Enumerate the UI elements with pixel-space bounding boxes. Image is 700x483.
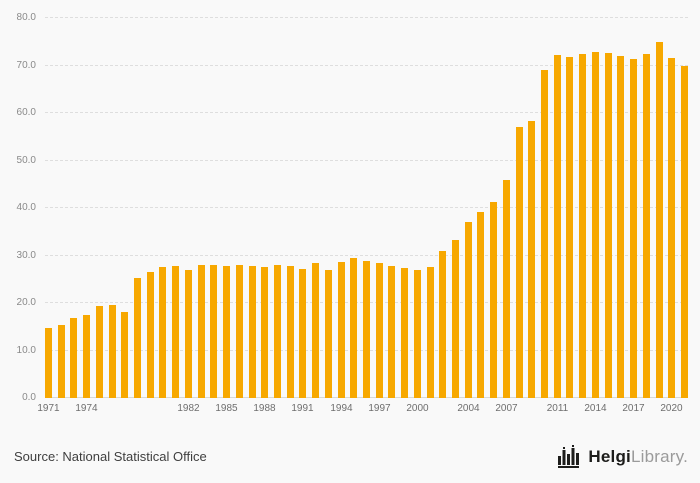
bar-1993[interactable] [324, 269, 332, 398]
x-tick-1985: 1985 [215, 403, 238, 414]
bar-2013[interactable] [579, 54, 587, 398]
bar-1976[interactable] [108, 304, 116, 398]
bar-2010[interactable] [541, 70, 549, 398]
bar-2008[interactable] [515, 127, 523, 398]
bar-1985[interactable] [223, 266, 231, 398]
footer: Source: National Statistical Office Helg… [0, 439, 700, 473]
bar-1971[interactable] [45, 327, 52, 398]
x-tick-2020: 2020 [660, 403, 683, 414]
bar-1988[interactable] [261, 267, 269, 398]
bar-1998[interactable] [388, 265, 396, 398]
gridline-30.0 [45, 254, 688, 256]
x-tick-2011: 2011 [546, 403, 569, 414]
x-tick-2014: 2014 [584, 403, 607, 414]
x-tick-1982: 1982 [177, 403, 200, 414]
bar-series [45, 18, 688, 398]
source-text: Source: National Statistical Office [14, 448, 207, 464]
gridline-70.0 [45, 64, 688, 66]
y-tick-0.0: 0.0 [22, 392, 36, 403]
bar-2005[interactable] [477, 211, 485, 398]
helgi-logo-icon [558, 445, 580, 468]
bar-1995[interactable] [350, 258, 358, 398]
bar-2003[interactable] [452, 240, 459, 398]
bar-1978[interactable] [134, 277, 142, 398]
bar-1981[interactable] [172, 265, 180, 398]
bar-2014[interactable] [591, 51, 599, 398]
bar-2019[interactable] [655, 41, 663, 398]
bar-1980[interactable] [159, 266, 167, 398]
bar-2018[interactable] [642, 54, 650, 398]
bar-1973[interactable] [70, 317, 78, 398]
logo-text: HelgiLibrary. [588, 448, 688, 465]
bar-1994[interactable] [337, 261, 345, 398]
y-tick-70.0: 70.0 [16, 59, 36, 71]
bar-1972[interactable] [57, 324, 65, 398]
bar-1984[interactable] [210, 264, 218, 398]
bar-1996[interactable] [362, 260, 370, 398]
bar-2000[interactable] [413, 269, 421, 398]
bar-1997[interactable] [375, 262, 383, 398]
x-tick-2017: 2017 [622, 403, 645, 414]
bar-1991[interactable] [299, 268, 307, 398]
y-tick-80.0: 80.0 [16, 12, 36, 23]
x-tick-1997: 1997 [368, 403, 391, 414]
bar-2007[interactable] [502, 179, 510, 398]
y-tick-50.0: 50.0 [16, 154, 36, 166]
bar-2020[interactable] [668, 58, 676, 398]
x-tick-2007: 2007 [495, 403, 518, 414]
y-tick-10.0: 10.0 [16, 344, 36, 356]
bar-1983[interactable] [197, 265, 205, 398]
bar-2017[interactable] [630, 58, 638, 398]
x-axis-labels: 1971 1974 1982 1985 1988 1991 1994 1997 2000 2004… [37, 398, 688, 416]
bar-1999[interactable] [401, 268, 409, 398]
logo-text-helgi: Helgi [588, 446, 631, 466]
y-tick-40.0: 40.0 [16, 202, 36, 213]
x-tick-1994: 1994 [330, 403, 353, 414]
y-tick-60.0: 60.0 [16, 107, 36, 118]
bar-2002[interactable] [439, 250, 447, 398]
bar-2021[interactable] [680, 65, 688, 398]
bar-1986[interactable] [235, 265, 243, 398]
bar-2004[interactable] [464, 222, 472, 398]
x-tick-1988: 1988 [253, 403, 276, 414]
bar-1992[interactable] [312, 262, 320, 398]
gridline-40.0 [45, 207, 688, 208]
bar-1975[interactable] [95, 306, 103, 398]
gridline-50.0 [45, 159, 688, 161]
x-tick-1991: 1991 [291, 403, 314, 414]
bar-2006[interactable] [490, 201, 498, 398]
helgi-library-logo[interactable]: HelgiLibrary. [557, 444, 688, 468]
gridline-80.0 [45, 17, 688, 18]
y-tick-20.0: 20.0 [16, 297, 36, 308]
bar-1990[interactable] [286, 266, 294, 398]
bar-2015[interactable] [604, 53, 612, 398]
gridline-60.0 [45, 112, 688, 113]
logo-text-library: Library. [630, 446, 688, 466]
x-tick-2000: 2000 [406, 403, 429, 414]
bar-1979[interactable] [146, 272, 154, 398]
bar-1989[interactable] [273, 265, 281, 398]
x-tick-2004: 2004 [457, 403, 480, 414]
x-tick-1971: 1971 [37, 403, 60, 414]
bar-2009[interactable] [528, 120, 536, 398]
bar-2001[interactable] [426, 267, 434, 398]
bar-1977[interactable] [121, 312, 129, 398]
bar-2012[interactable] [566, 56, 574, 398]
y-tick-30.0: 30.0 [16, 249, 36, 261]
x-tick-1974: 1974 [75, 403, 98, 414]
bar-1982[interactable] [184, 269, 192, 398]
bar-2016[interactable] [617, 55, 625, 398]
bar-1974[interactable] [83, 314, 91, 398]
bar-1987[interactable] [248, 265, 256, 398]
bar-2011[interactable] [553, 54, 561, 398]
plot-area: 0.0 10.0 20.0 30.0 40.0 50.0 60.0 70.0 80.0 1971… [17, 13, 688, 414]
